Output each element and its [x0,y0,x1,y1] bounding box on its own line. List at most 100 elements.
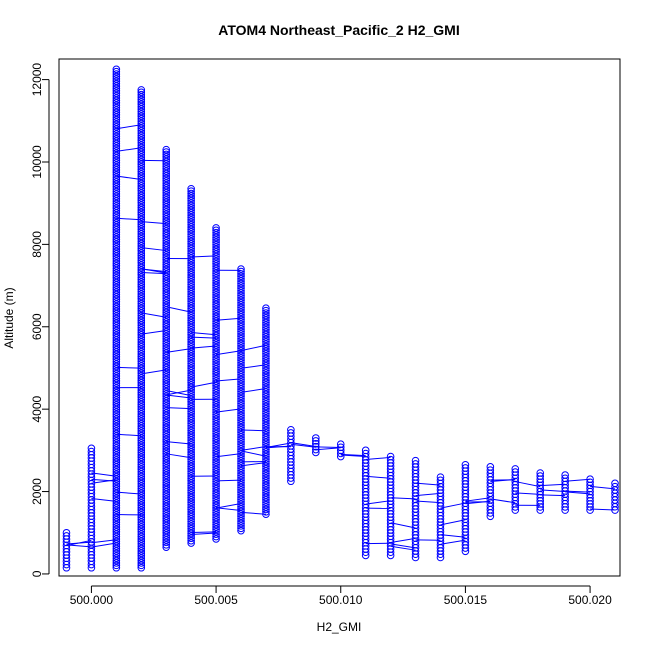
data-point [212,523,220,531]
data-point [137,201,146,209]
data-point [112,415,121,423]
track-segment [240,511,266,515]
data-point [237,274,245,283]
data-point [262,493,270,502]
data-point [212,346,220,354]
data-point [112,132,121,141]
data-point [187,421,195,430]
data-point [287,425,295,434]
data-point [112,204,121,213]
data-point [187,527,195,535]
data-point [112,166,121,174]
data-point [137,215,146,224]
data-point [212,262,220,270]
track-segment [91,478,117,482]
data-point [112,269,121,277]
data-point [112,424,121,433]
data-point [237,289,245,297]
data-point [162,380,171,389]
data-point [187,426,195,435]
data-point [237,375,245,384]
data-point [187,402,195,411]
data-point [212,415,220,424]
data-point [112,525,121,534]
data-point [137,347,146,356]
data-point [112,65,121,74]
data-point [112,563,121,572]
data-point [112,240,121,249]
data-point [162,500,171,508]
data-point [262,426,270,435]
track-segment [91,497,117,502]
track-segment [91,472,117,477]
data-point [212,291,220,299]
data-point [187,201,195,210]
data-point [212,370,220,378]
data-point [237,330,245,338]
data-point [187,424,195,432]
data-point [162,426,171,434]
data-point [112,547,121,555]
data-point [137,532,146,541]
data-point [112,206,121,215]
data-point [187,333,195,341]
data-point [212,358,220,366]
data-point [112,544,121,553]
data-point [137,475,146,483]
data-point [162,471,171,480]
data-point [137,105,146,113]
data-point [137,90,146,99]
data-point [137,537,146,546]
data-point [212,252,220,261]
data-point [162,346,171,355]
data-point [187,216,195,224]
data-point [187,319,195,327]
data-point [237,325,245,333]
data-point [187,223,195,231]
data-point [112,389,121,397]
data-point [212,259,220,268]
data-point [187,469,195,478]
data-point [187,357,195,365]
data-point [112,125,121,134]
track-segment [166,394,192,399]
data-point [212,441,220,450]
data-point [262,428,270,437]
track-segment [390,537,416,544]
data-point [262,433,270,442]
data-point [212,307,220,316]
data-point [237,486,245,494]
data-point [137,129,146,137]
track-segment [216,479,242,482]
data-point [262,484,270,492]
data-point [212,231,220,239]
data-point [212,463,220,471]
data-point [237,327,245,336]
track-segment [365,456,391,461]
data-point [162,464,171,472]
data-point [137,393,146,402]
data-point [212,408,220,416]
data-point [237,517,245,525]
data-point [212,460,220,469]
data-point [237,435,245,444]
data-point [237,498,245,506]
track-segment [116,366,142,369]
data-point [112,465,121,474]
data-point [162,423,171,432]
data-point [112,348,121,356]
data-point [187,235,195,243]
data-point [137,220,146,229]
data-point [187,196,195,205]
data-point [262,333,270,341]
data-point [137,189,146,197]
data-point [212,422,220,431]
data-point [187,388,195,397]
data-point [262,407,270,416]
data-point [162,296,171,305]
data-point [112,511,121,519]
data-point [212,439,220,448]
track-segment [540,494,566,497]
data-point [237,366,245,374]
data-point [137,290,146,298]
